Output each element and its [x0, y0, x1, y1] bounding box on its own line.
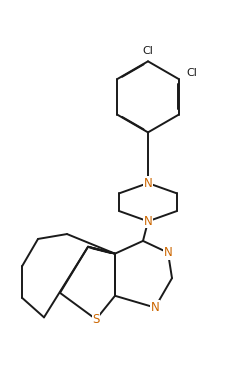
Text: N: N: [151, 301, 159, 314]
Text: N: N: [144, 215, 152, 228]
Text: Cl: Cl: [186, 68, 197, 78]
Text: N: N: [164, 246, 172, 259]
Text: N: N: [144, 177, 152, 190]
Text: Cl: Cl: [143, 46, 153, 56]
Text: S: S: [92, 313, 100, 326]
